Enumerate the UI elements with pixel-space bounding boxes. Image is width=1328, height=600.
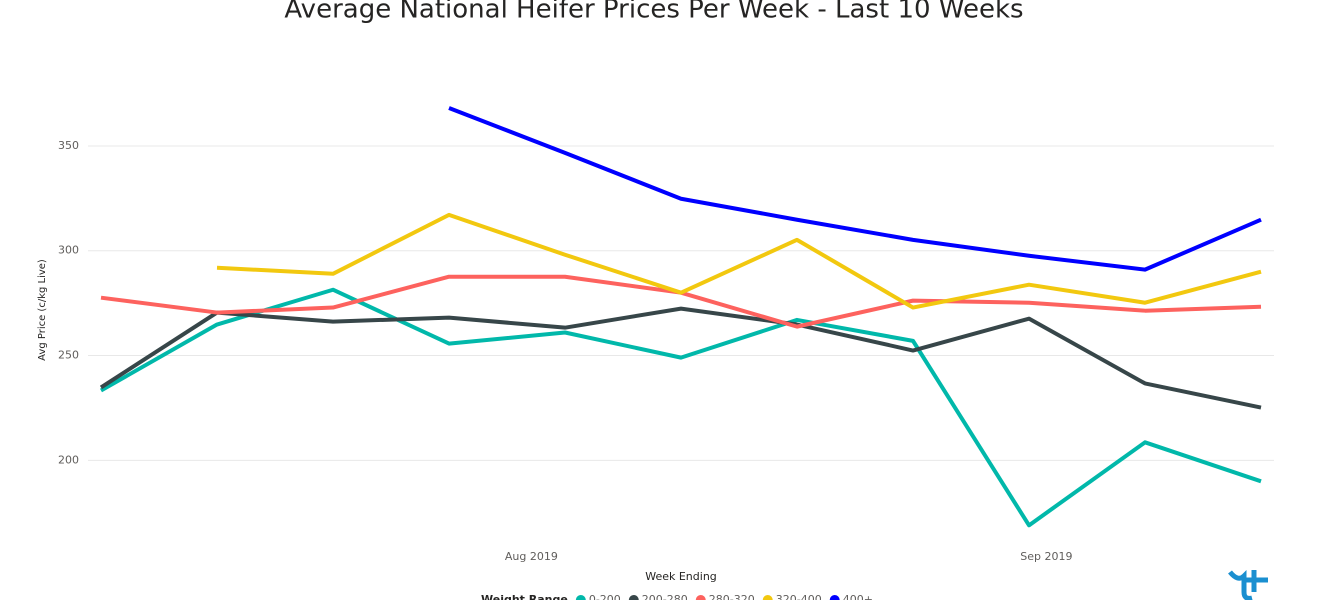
legend-title: Weight Range — [481, 593, 568, 600]
y-tick-label: 350 — [58, 139, 79, 152]
legend-label: 0-200 — [589, 593, 621, 600]
legend-marker — [829, 595, 840, 600]
x-tick-label: Sep 2019 — [1020, 550, 1072, 563]
y-tick-label: 200 — [58, 453, 79, 466]
x-tick-label: Aug 2019 — [505, 550, 558, 563]
x-axis-label: Week Ending — [645, 570, 717, 583]
logo — [1228, 569, 1268, 600]
y-tick-label: 250 — [58, 349, 79, 362]
legend-label: 400+ — [843, 593, 873, 600]
legend-label: 320-400 — [776, 593, 822, 600]
legend-label: 200-280 — [642, 593, 688, 600]
legend-marker — [628, 595, 639, 600]
series-line — [216, 212, 1262, 310]
series-line — [99, 306, 1262, 410]
legend-label: 280-320 — [709, 593, 755, 600]
legend-marker — [575, 595, 586, 600]
legend-marker — [762, 595, 773, 600]
y-axis-label: Avg Price (c/kg Live) — [37, 259, 48, 361]
chart-title: Average National Heifer Prices Per Week … — [284, 0, 1023, 25]
series-line — [100, 287, 1262, 528]
series-line — [448, 106, 1262, 272]
legend-marker — [695, 595, 706, 600]
y-tick-label: 300 — [58, 244, 79, 257]
series-line — [100, 274, 1262, 329]
